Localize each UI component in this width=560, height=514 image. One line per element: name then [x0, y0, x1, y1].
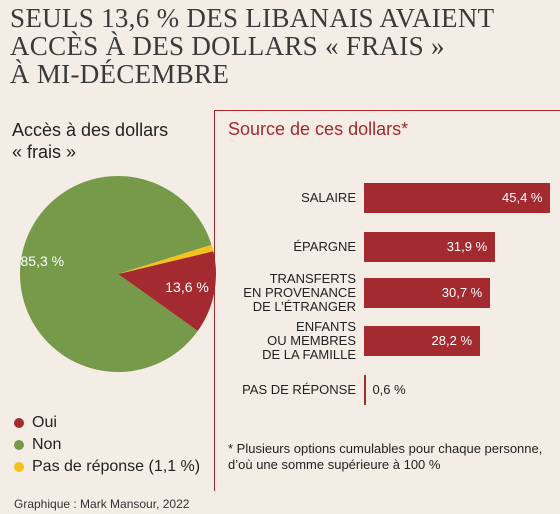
headline-line-1: SEULS 13,6 % DES LIBANAIS AVAIENT	[10, 3, 495, 33]
legend-label-non: Non	[32, 436, 62, 453]
bar-label-line: PAS DE RÉPONSE	[242, 382, 356, 397]
bar-value-label: 30,7 %	[441, 285, 483, 300]
pie-legend: Oui Non Pas de réponse (1,1 %)	[14, 412, 200, 478]
legend-label-oui: Oui	[32, 414, 57, 431]
bar-value-label: 45,4 %	[502, 190, 543, 205]
legend-item-oui: Oui	[14, 412, 200, 434]
legend-label-pas-de-reponse: Pas de réponse (1,1 %)	[32, 458, 201, 475]
headline-line-3: À MI-DÉCEMBRE	[10, 59, 230, 89]
legend-dot-pas-de-reponse	[14, 462, 24, 472]
bar-label: ENFANTS OU MEMBRES DE LA FAMILLE	[200, 320, 356, 362]
bar-label: PAS DE RÉPONSE	[200, 383, 356, 397]
pie-slice-nr	[118, 244, 214, 274]
bar-label-line: DE L’ÉTRANGER	[252, 299, 356, 314]
bar-label: SALAIRE	[200, 191, 356, 205]
bar	[364, 326, 480, 356]
pie-title-line-2: « frais »	[12, 142, 77, 162]
bar	[364, 278, 490, 308]
pie-title: Accès à des dollars « frais »	[12, 119, 168, 163]
legend-dot-non	[14, 440, 24, 450]
legend-item-pas-de-reponse: Pas de réponse (1,1 %)	[14, 456, 200, 478]
legend-item-non: Non	[14, 434, 200, 456]
bar-label-line: EN PROVENANCE	[243, 285, 356, 300]
bar	[364, 375, 367, 405]
pie-label-oui: 13,6 %	[165, 278, 209, 295]
pie-slice-non	[20, 175, 212, 372]
bar-label-line: OU MEMBRES	[267, 333, 356, 348]
bar	[364, 232, 495, 262]
bar-label-line: TRANSFERTS	[269, 271, 356, 286]
bar-label-line: DE LA FAMILLE	[262, 347, 356, 362]
bar-chart-title: Source de ces dollars*	[228, 119, 409, 139]
headline-line-2: ACCÈS À DES DOLLARS « FRAIS »	[10, 31, 445, 61]
bar-value-label: 31,9 %	[446, 239, 488, 254]
bar-label-line: ÉPARGNE	[293, 239, 356, 254]
headline: SEULS 13,6 % DES LIBANAIS AVAIENT ACCÈS …	[10, 4, 550, 88]
pie-title-line-1: Accès à des dollars	[12, 120, 169, 140]
bar	[364, 183, 550, 213]
bar-label-line: SALAIRE	[301, 190, 356, 205]
bar-label-line: ENFANTS	[296, 319, 356, 334]
footnote: * Plusieurs options cumulables pour chaq…	[228, 441, 543, 472]
bar-chart-frame	[214, 110, 560, 491]
credit: Graphique : Mark Mansour, 2022	[14, 497, 190, 511]
bar-label: TRANSFERTS EN PROVENANCE DE L’ÉTRANGER	[200, 272, 356, 314]
bar-value-label: 28,2 %	[431, 333, 473, 348]
pie-slice-oui	[118, 251, 216, 331]
bar-value-label: 0,6 %	[372, 382, 406, 397]
pie-label-non: 85,3 %	[20, 252, 65, 269]
bar-label: ÉPARGNE	[200, 240, 356, 254]
legend-dot-oui	[14, 418, 24, 428]
